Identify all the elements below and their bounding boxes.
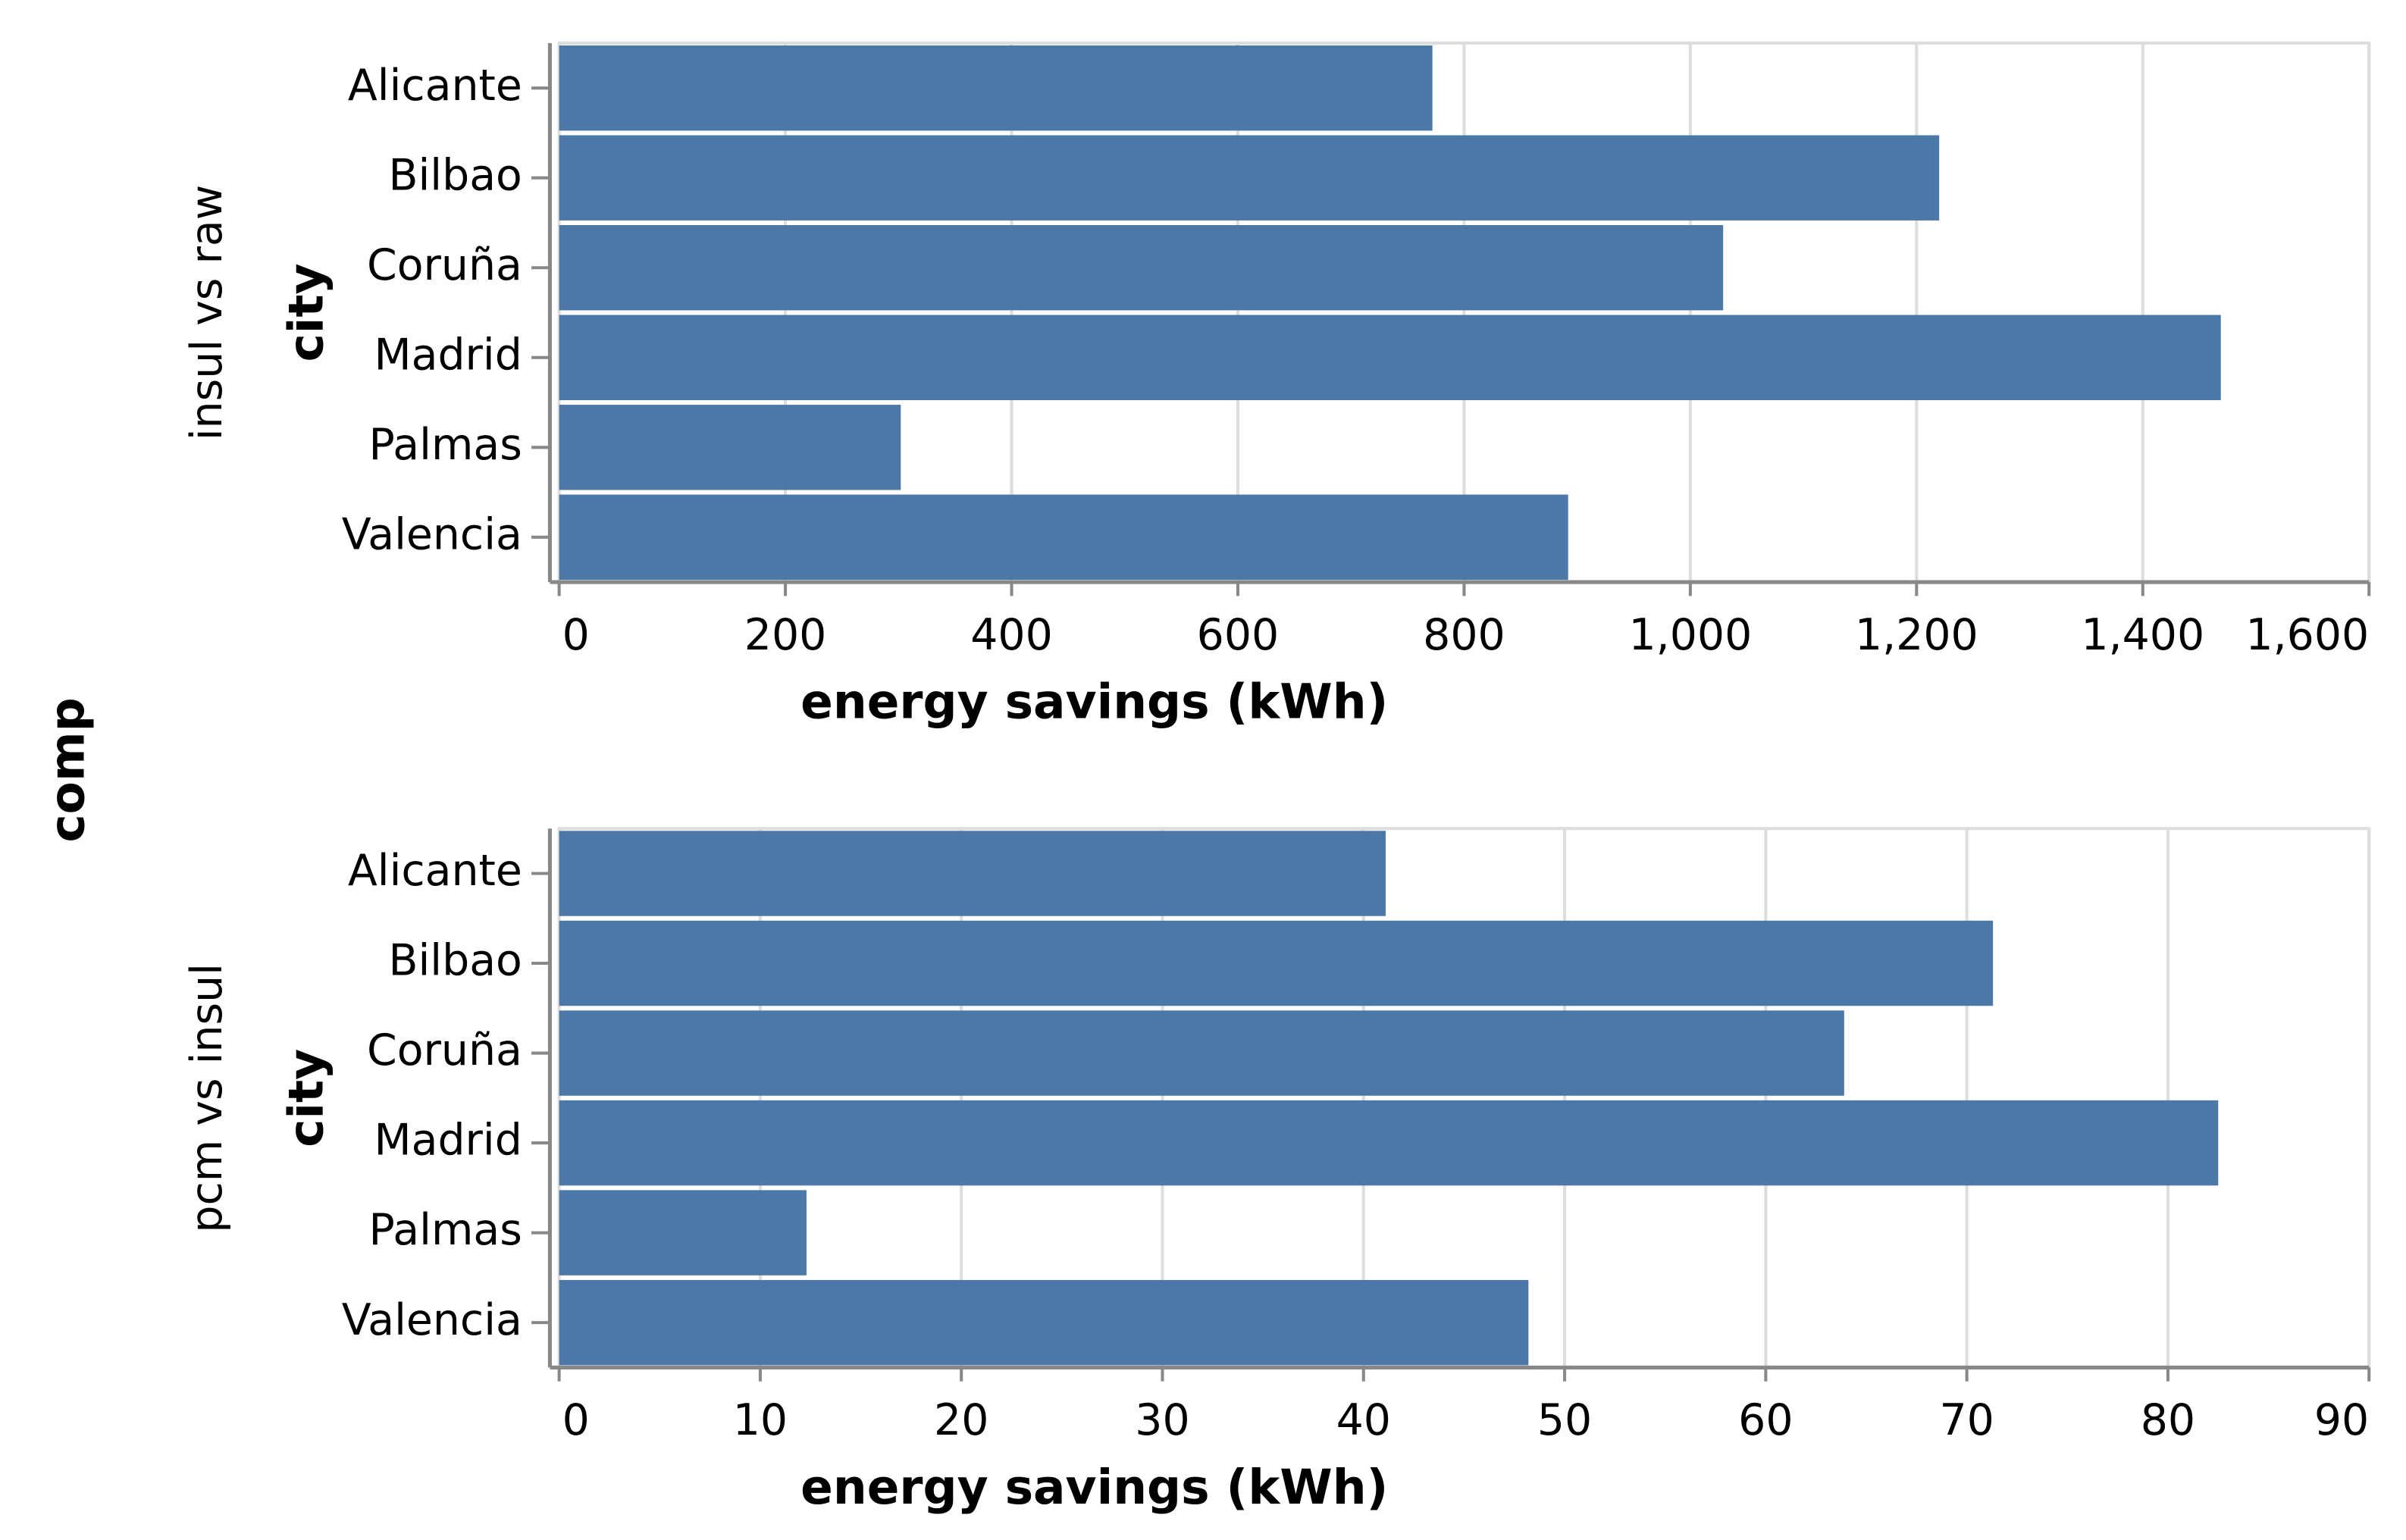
x-tick-label: 600 [1197,610,1280,660]
x-tick-label: 60 [1738,1395,1793,1445]
y-tick-label: Coruña [367,1025,522,1075]
y-tick-label: Alicante [348,61,522,111]
x-tick-label: 1,400 [2081,610,2204,660]
x-tick-label: 80 [2141,1395,2195,1445]
x-tick-label: 1,600 [2245,610,2369,660]
y-tick-label: Bilbao [388,150,522,200]
bar [559,225,1724,311]
bar [559,45,1433,131]
y-tick-label: Alicante [348,846,522,896]
bar [559,315,2221,400]
bar [559,135,1940,221]
x-tick-label: 0 [562,610,590,660]
bar [559,1279,1529,1366]
x-tick-label: 20 [934,1395,988,1445]
row-label: pcm vs insul [182,963,232,1233]
bar [559,405,901,490]
x-tick-label: 0 [562,1395,590,1445]
x-tick-label: 400 [970,610,1053,660]
y-tick-label: Madrid [374,330,522,380]
x-tick-label: 70 [1939,1395,1994,1445]
bar [559,1190,807,1276]
y-tick-label: Palmas [369,1205,522,1255]
x-tick-label: 50 [1537,1395,1592,1445]
bar [559,831,1386,916]
bar [559,1010,1844,1096]
x-tick-label: 800 [1423,610,1505,660]
y-tick-label: Palmas [369,420,522,470]
y-tick-label: Bilbao [388,936,522,986]
x-tick-label: 200 [744,610,827,660]
x-axis-title: energy savings (kWh) [800,675,1388,730]
bar [559,1100,2219,1186]
y-tick-label: Valencia [342,509,522,559]
row-label: insul vs raw [182,185,232,441]
y-axis-title: city [279,1049,334,1147]
bar [559,920,1994,1006]
x-tick-label: 90 [2314,1395,2369,1445]
x-tick-label: 1,000 [1628,610,1752,660]
bar [559,494,1568,581]
y-axis-title: city [279,263,334,362]
x-axis-title: energy savings (kWh) [800,1460,1388,1515]
y-tick-label: Valencia [342,1295,522,1345]
y-tick-label: Madrid [374,1116,522,1166]
x-tick-label: 10 [733,1395,788,1445]
y-tick-label: Coruña [367,240,522,290]
x-tick-label: 40 [1336,1395,1391,1445]
x-tick-label: 1,200 [1855,610,1978,660]
x-tick-label: 30 [1135,1395,1189,1445]
facet-title: comp [40,697,96,842]
